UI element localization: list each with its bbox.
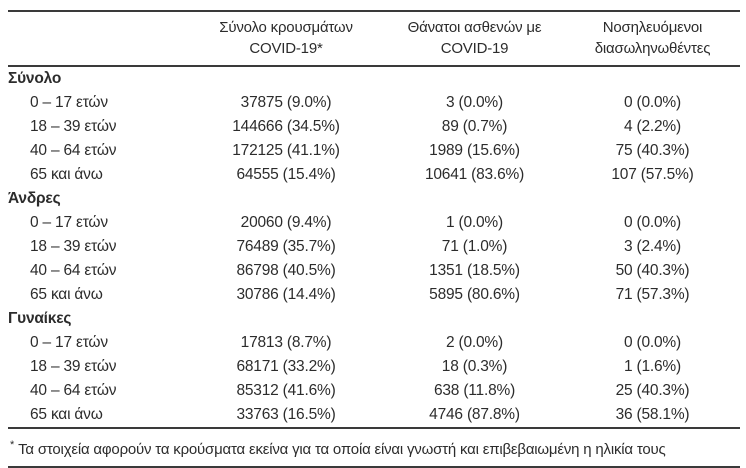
header-intubated-line1: Νοσηλευόμενοι: [602, 19, 703, 36]
section-title-row: Γυναίκες: [8, 307, 740, 331]
header-total-cases-line2: COVID-19*: [249, 40, 323, 57]
cases-cell: 17813 (8.7%): [240, 334, 332, 351]
table-row: 40 – 64 ετών 85312 (41.6%) 638 (11.8%) 25 (…: [8, 379, 740, 403]
table-row: 18 – 39 ετών 144666 (34.5%) 89 (0.7%) 4 (2.…: [8, 115, 740, 139]
intubated-cell: 75 (40.3%): [615, 142, 690, 159]
intubated-cell: 0 (0.0%): [624, 94, 681, 111]
section-title: Άνδρες: [8, 190, 61, 207]
footnote-asterisk: *: [10, 439, 15, 451]
deaths-cell: 18 (0.3%): [441, 358, 508, 375]
intubated-cell: 3 (2.4%): [624, 238, 681, 255]
age-group-cell: 65 και άνω: [30, 406, 103, 423]
table-row: 40 – 64 ετών 172125 (41.1%) 1989 (15.6%) 75…: [8, 139, 740, 163]
age-group-cell: 18 – 39 ετών: [30, 238, 117, 255]
section-title-row: Σύνολο: [8, 66, 740, 91]
deaths-cell: 1 (0.0%): [446, 214, 503, 231]
header-row: Σύνολο κρουσμάτων COVID-19* Θάνατοι ασθε…: [8, 11, 740, 66]
intubated-cell: 25 (40.3%): [615, 382, 690, 399]
deaths-cell: 4746 (87.8%): [429, 406, 520, 423]
intubated-cell: 36 (58.1%): [615, 406, 690, 423]
intubated-cell: 50 (40.3%): [615, 262, 690, 279]
intubated-cell: 107 (57.5%): [611, 166, 694, 183]
cases-cell: 86798 (40.5%): [236, 262, 336, 279]
deaths-cell: 5895 (80.6%): [429, 286, 520, 303]
cases-cell: 144666 (34.5%): [232, 118, 340, 135]
cases-cell: 20060 (9.4%): [240, 214, 332, 231]
header-intubated-line2: διασωληνωθέντες: [594, 40, 711, 57]
age-group-cell: 18 – 39 ετών: [30, 358, 117, 375]
table-row: 18 – 39 ετών 68171 (33.2%) 18 (0.3%) 1 (1.6…: [8, 355, 740, 379]
deaths-cell: 2 (0.0%): [446, 334, 503, 351]
cases-cell: 68171 (33.2%): [236, 358, 336, 375]
deaths-cell: 89 (0.7%): [441, 118, 508, 135]
deaths-cell: 1989 (15.6%): [429, 142, 520, 159]
age-group-cell: 18 – 39 ετών: [30, 118, 117, 135]
covid-stats-table-sheet: Σύνολο κρουσμάτων COVID-19* Θάνατοι ασθε…: [8, 0, 740, 468]
cases-cell: 85312 (41.6%): [236, 382, 336, 399]
table-row: 65 και άνω 64555 (15.4%) 10641 (83.6%) 107 …: [8, 163, 740, 187]
cases-cell: 30786 (14.4%): [236, 286, 336, 303]
age-group-cell: 0 – 17 ετών: [30, 94, 108, 111]
table-body: Σύνολο 0 – 17 ετών 37875 (9.0%) 3 (0.0%) 0 (…: [8, 66, 740, 428]
header-intubated: Νοσηλευόμενοι διασωληνωθέντες: [565, 11, 740, 66]
deaths-cell: 71 (1.0%): [441, 238, 508, 255]
header-empty: [8, 11, 188, 66]
table-row: 0 – 17 ετών 37875 (9.0%) 3 (0.0%) 0 (0.0%): [8, 91, 740, 115]
cases-cell: 37875 (9.0%): [240, 94, 332, 111]
cases-cell: 33763 (16.5%): [236, 406, 336, 423]
table-row: 65 και άνω 33763 (16.5%) 4746 (87.8%) 36 (5…: [8, 403, 740, 428]
age-group-cell: 40 – 64 ετών: [30, 382, 117, 399]
section-title: Σύνολο: [8, 70, 62, 87]
age-group-cell: 65 και άνω: [30, 166, 103, 183]
deaths-cell: 1351 (18.5%): [429, 262, 520, 279]
footnote: * Τα στοιχεία αφορούν τα κρούσματα εκείνα…: [8, 429, 740, 468]
intubated-cell: 0 (0.0%): [624, 334, 681, 351]
age-group-cell: 40 – 64 ετών: [30, 262, 117, 279]
intubated-cell: 1 (1.6%): [624, 358, 681, 375]
age-group-cell: 0 – 17 ετών: [30, 214, 108, 231]
intubated-cell: 0 (0.0%): [624, 214, 681, 231]
cases-cell: 76489 (35.7%): [236, 238, 336, 255]
intubated-cell: 71 (57.3%): [615, 286, 690, 303]
covid-stats-table: Σύνολο κρουσμάτων COVID-19* Θάνατοι ασθε…: [8, 10, 740, 429]
header-deaths: Θάνατοι ασθενών με COVID-19: [384, 11, 565, 66]
section-title-row: Άνδρες: [8, 187, 740, 211]
cases-cell: 64555 (15.4%): [236, 166, 336, 183]
cases-cell: 172125 (41.1%): [232, 142, 340, 159]
header-total-cases-line1: Σύνολο κρουσμάτων: [219, 19, 353, 36]
intubated-cell: 4 (2.2%): [624, 118, 681, 135]
table-header: Σύνολο κρουσμάτων COVID-19* Θάνατοι ασθε…: [8, 11, 740, 66]
deaths-cell: 3 (0.0%): [446, 94, 503, 111]
age-group-cell: 40 – 64 ετών: [30, 142, 117, 159]
table-row: 65 και άνω 30786 (14.4%) 5895 (80.6%) 71 (5…: [8, 283, 740, 307]
deaths-cell: 10641 (83.6%): [424, 166, 525, 183]
section-title: Γυναίκες: [8, 310, 72, 327]
header-total-cases: Σύνολο κρουσμάτων COVID-19*: [188, 11, 384, 66]
deaths-cell: 638 (11.8%): [433, 382, 516, 399]
age-group-cell: 65 και άνω: [30, 286, 103, 303]
table-row: 40 – 64 ετών 86798 (40.5%) 1351 (18.5%) 50 …: [8, 259, 740, 283]
header-deaths-line2: COVID-19: [440, 40, 509, 57]
footnote-text: Τα στοιχεία αφορούν τα κρούσματα εκείνα …: [18, 441, 666, 458]
table-row: 0 – 17 ετών 20060 (9.4%) 1 (0.0%) 0 (0.0%): [8, 211, 740, 235]
table-row: 0 – 17 ετών 17813 (8.7%) 2 (0.0%) 0 (0.0%): [8, 331, 740, 355]
age-group-cell: 0 – 17 ετών: [30, 334, 108, 351]
header-deaths-line1: Θάνατοι ασθενών με: [407, 19, 542, 36]
table-row: 18 – 39 ετών 76489 (35.7%) 71 (1.0%) 3 (2.4…: [8, 235, 740, 259]
